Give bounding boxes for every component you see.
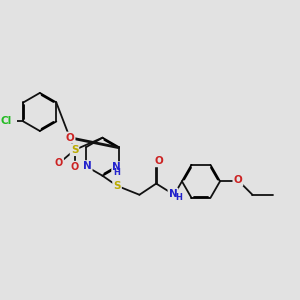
Text: N: N [83, 161, 92, 171]
Text: Cl: Cl [1, 116, 12, 127]
Text: N: N [169, 189, 177, 199]
Text: O: O [66, 133, 74, 143]
Text: O: O [55, 158, 63, 168]
Text: S: S [71, 145, 78, 155]
Text: O: O [70, 162, 79, 172]
Text: O: O [154, 156, 163, 166]
Text: H: H [175, 193, 182, 202]
Text: O: O [233, 175, 242, 185]
Text: H: H [113, 168, 120, 177]
Text: S: S [113, 181, 121, 191]
Text: N: N [112, 162, 121, 172]
